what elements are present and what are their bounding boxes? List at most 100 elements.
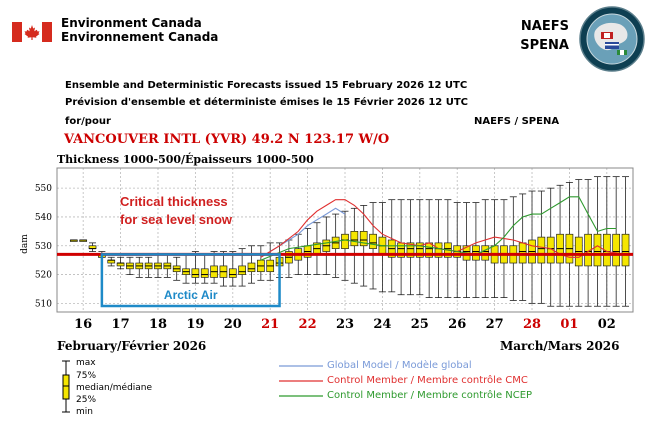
day-label-17: 17 (112, 317, 130, 332)
box-iqr (415, 242, 424, 258)
line-layer (260, 196, 626, 261)
box-iqr (359, 231, 368, 247)
box-plot (116, 256, 125, 270)
box-plot (369, 202, 377, 290)
day-label-24: 24 (373, 317, 391, 332)
y-tick-labels: 510 520 530 540 550 (35, 184, 52, 309)
y-tick-label: 540 (35, 213, 52, 223)
box-plot (612, 176, 621, 307)
box-plot (621, 176, 630, 307)
box-iqr (228, 268, 237, 278)
box-plot (163, 253, 172, 278)
box-plot (200, 253, 209, 284)
box-plot (425, 199, 434, 299)
box-plot (378, 202, 387, 293)
day-label-28: 28 (523, 317, 541, 332)
box-plot (88, 242, 97, 252)
box-plot (350, 207, 359, 284)
box-plot (518, 193, 527, 301)
box-iqr (350, 231, 359, 247)
day-label-02: 02 (598, 317, 616, 332)
day-label-22: 22 (299, 317, 317, 332)
box-plot (107, 256, 116, 267)
day-label-01: 01 (560, 317, 578, 332)
issued-text-en: Ensemble and Deterministic Forecasts iss… (65, 80, 468, 91)
x-tick-labels: 16 17 18 19 20 21 22 23 24 25 26 27 28 01 02 (74, 317, 616, 332)
box-plot (565, 181, 574, 307)
day-label-21: 21 (261, 317, 279, 332)
plot-frame (56, 167, 634, 313)
box-plot (247, 245, 256, 284)
box-iqr (537, 236, 546, 264)
legend-p75: 75% (76, 371, 97, 381)
y-tick-label: 550 (35, 184, 52, 194)
box-iqr (593, 233, 602, 267)
box-plot (602, 176, 611, 307)
box-plot (256, 245, 265, 281)
box-plot (397, 199, 405, 296)
arctic-air-label: Arctic Air (164, 288, 218, 302)
box-plot (182, 253, 190, 284)
box-iqr (406, 242, 415, 258)
box-plot (126, 256, 134, 275)
y-tick-label: 530 (35, 242, 52, 252)
canada-flag-icon (12, 22, 52, 42)
legend-min: min (76, 407, 93, 417)
box-iqr (602, 233, 611, 267)
y-tick-label: 520 (35, 271, 52, 281)
box-plot (406, 199, 415, 296)
critical-thickness-label-2: for sea level snow (120, 212, 233, 227)
legend-cmc: Control Member / Membre contrôle CMC (327, 375, 528, 386)
box-plot (154, 253, 162, 278)
legend-line-swatches (279, 365, 323, 397)
legend-p25: 25% (76, 395, 97, 405)
box-iqr (369, 233, 377, 249)
box-plot (191, 251, 200, 284)
box-plot (210, 251, 218, 284)
box-iqr (191, 268, 200, 278)
box-plot (528, 190, 536, 304)
critical-thickness-label-1: Critical thickness (120, 194, 228, 209)
day-label-20: 20 (224, 317, 242, 332)
legend-box-icon (62, 360, 70, 413)
agency-name-fr: Environnement Canada (61, 30, 219, 44)
box-plot (574, 179, 583, 307)
naefs-logo-icon (579, 6, 645, 72)
box-plot (228, 251, 237, 287)
box-plot (509, 196, 518, 301)
day-label-27: 27 (486, 317, 504, 332)
chart-title: Thickness 1000-500/Épaisseurs 1000-500 (57, 153, 314, 166)
y-tick-label: 510 (35, 299, 52, 309)
ncep-model-line (260, 196, 617, 261)
box-plot (313, 222, 321, 275)
box-plot (341, 210, 349, 281)
box-iqr (341, 233, 349, 249)
box-plot (444, 199, 452, 299)
program-right-label: NAEFS / SPENA (474, 116, 560, 127)
box-plot (144, 256, 153, 278)
box-plot (303, 228, 312, 275)
box-plot (219, 251, 228, 287)
legend-median: median/médiane (76, 383, 153, 393)
box-iqr (200, 268, 209, 278)
day-label-25: 25 (411, 317, 429, 332)
program-label-fr: SPENA (520, 38, 569, 53)
day-label-19: 19 (186, 317, 204, 332)
day-label-16: 16 (74, 317, 92, 332)
day-label-18: 18 (149, 317, 167, 332)
box-iqr (621, 233, 630, 267)
box-iqr (238, 265, 246, 275)
program-label-en: NAEFS (520, 19, 569, 34)
station-name: VANCOUVER INTL (YVR) 49.2 N 123.17 W/O (64, 132, 390, 147)
box-plot (331, 213, 340, 278)
for-label: for/pour (65, 116, 111, 127)
box-plot (266, 242, 275, 281)
issued-text-fr: Prévision d'ensemble et déterministe émi… (65, 97, 468, 108)
box-plot (135, 256, 144, 278)
box-plot (322, 216, 331, 275)
y-axis-label: dam (20, 234, 30, 254)
legend-max: max (76, 358, 96, 368)
month-label-right: March/Mars 2026 (500, 339, 620, 353)
cmc-model-line (260, 199, 626, 258)
